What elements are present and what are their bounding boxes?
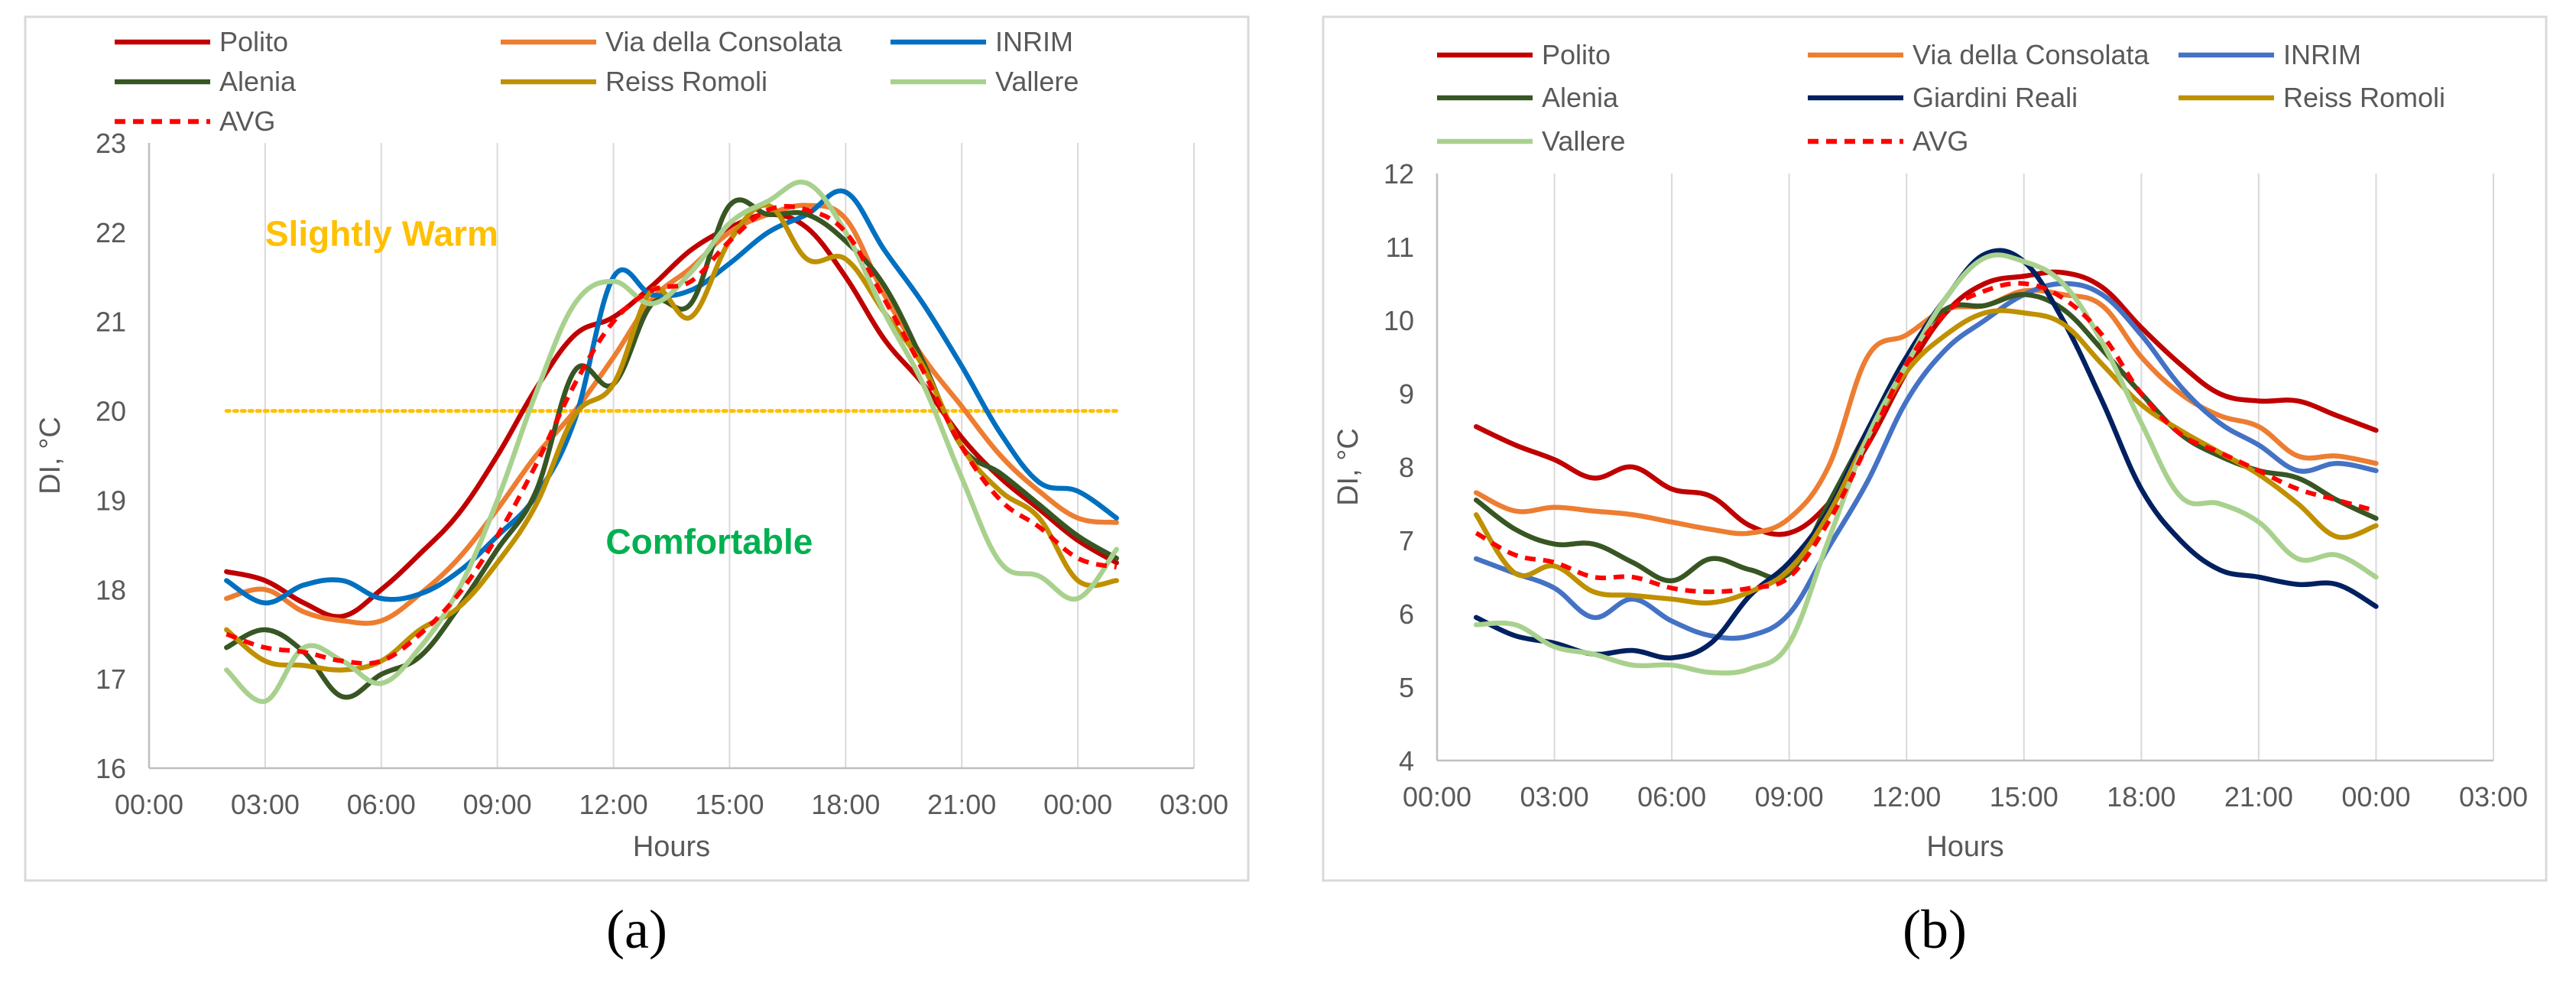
x-tick-label: 00:00 (1403, 781, 1471, 812)
legend-label: Vallere (995, 66, 1079, 97)
chart-b: 00:00 03:00 06:00 09:00 12:00 15:00 18:00 21:00… (1332, 39, 2528, 863)
y-axis-title: DI, °C (34, 417, 67, 495)
legend-label: Giardini Reali (1913, 82, 2078, 113)
legend-label: AVG (219, 105, 275, 137)
series-line-inrim (1473, 281, 2379, 641)
y-tick-label: 21 (96, 307, 126, 338)
annotation-label: Slightly Warm (265, 213, 498, 253)
series-line-polito (1473, 269, 2379, 537)
legend-label: Via della Consolata (605, 26, 843, 57)
annotation-label: Comfortable (605, 522, 813, 562)
y-tick-label: 11 (1386, 232, 1414, 263)
x-tick-label: 03:00 (231, 789, 300, 820)
x-axis-title: Hours (1926, 831, 2003, 863)
y-tick-label: 12 (1384, 158, 1414, 190)
x-tick-label: 03:00 (2459, 781, 2528, 812)
y-tick-label: 4 (1399, 745, 1414, 777)
series-line-via-della-consolata (1473, 287, 2379, 537)
y-tick-label: 10 (1384, 305, 1414, 336)
x-axis-title: Hours (633, 831, 710, 863)
x-tick-label: 18:00 (811, 789, 880, 820)
series-line-via-della-consolata (224, 203, 1119, 626)
legend-label: Reiss Romoli (605, 66, 767, 97)
x-tick-label: 21:00 (927, 789, 996, 820)
y-tick-label: 20 (96, 396, 126, 427)
legend-label: AVG (1913, 125, 1968, 157)
panel-label-a: (a) (606, 899, 667, 960)
x-tick-label: 21:00 (2224, 781, 2293, 812)
y-tick-label: 23 (96, 128, 126, 159)
y-tick-label: 19 (96, 485, 126, 516)
x-tick-label: 00:00 (1043, 789, 1112, 820)
y-tick-label: 22 (96, 217, 126, 248)
x-tick-label: 03:00 (1520, 781, 1589, 812)
legend-label: INRIM (2283, 39, 2361, 70)
x-tick-label: 09:00 (1755, 781, 1824, 812)
x-tick-label: 06:00 (347, 789, 416, 820)
x-tick-label: 00:00 (115, 789, 183, 820)
x-tick-label: 12:00 (579, 789, 648, 820)
series-line-avg (1475, 281, 2377, 595)
y-tick-label: 7 (1399, 525, 1414, 556)
series-line-vallere (1473, 252, 2379, 676)
x-tick-label: 06:00 (1637, 781, 1706, 812)
chart-a-frame (24, 15, 1250, 882)
panel-label-b: (b) (1903, 899, 1967, 960)
y-tick-label: 18 (96, 574, 126, 605)
x-tick-label: 09:00 (463, 789, 532, 820)
x-tick-label: 12:00 (1872, 781, 1941, 812)
x-tick-label: 15:00 (695, 789, 764, 820)
y-tick-label: 5 (1399, 672, 1414, 703)
series-line-reiss-romoli (1473, 308, 2379, 606)
y-tick-label: 16 (96, 753, 126, 784)
y-tick-label: 6 (1399, 598, 1414, 630)
legend-label: Vallere (1542, 125, 1625, 157)
x-tick-label: 03:00 (1160, 789, 1228, 820)
x-tick-label: 00:00 (2341, 781, 2410, 812)
series-line-polito (224, 212, 1119, 620)
chart-a: 00:00 03:00 06:00 09:00 12:00 15:00 18:00 21:00… (34, 26, 1228, 863)
legend-label: Alenia (219, 66, 297, 97)
legend-label: INRIM (995, 26, 1073, 57)
series-line-avg (225, 203, 1118, 667)
y-tick-label: 9 (1399, 378, 1414, 410)
y-tick-label: 17 (96, 663, 126, 695)
legend-label: Alenia (1542, 82, 1619, 113)
x-tick-label: 18:00 (2107, 781, 2175, 812)
legend-label: Via della Consolata (1913, 39, 2150, 70)
x-tick-label: 15:00 (1990, 781, 2059, 812)
legend-label: Reiss Romoli (2283, 82, 2445, 113)
series-line-vallere (224, 179, 1119, 704)
legend-label: Polito (1542, 39, 1611, 70)
y-axis-title: DI, °C (1332, 428, 1364, 506)
y-tick-label: 8 (1399, 452, 1414, 483)
legend-label: Polito (219, 26, 288, 57)
